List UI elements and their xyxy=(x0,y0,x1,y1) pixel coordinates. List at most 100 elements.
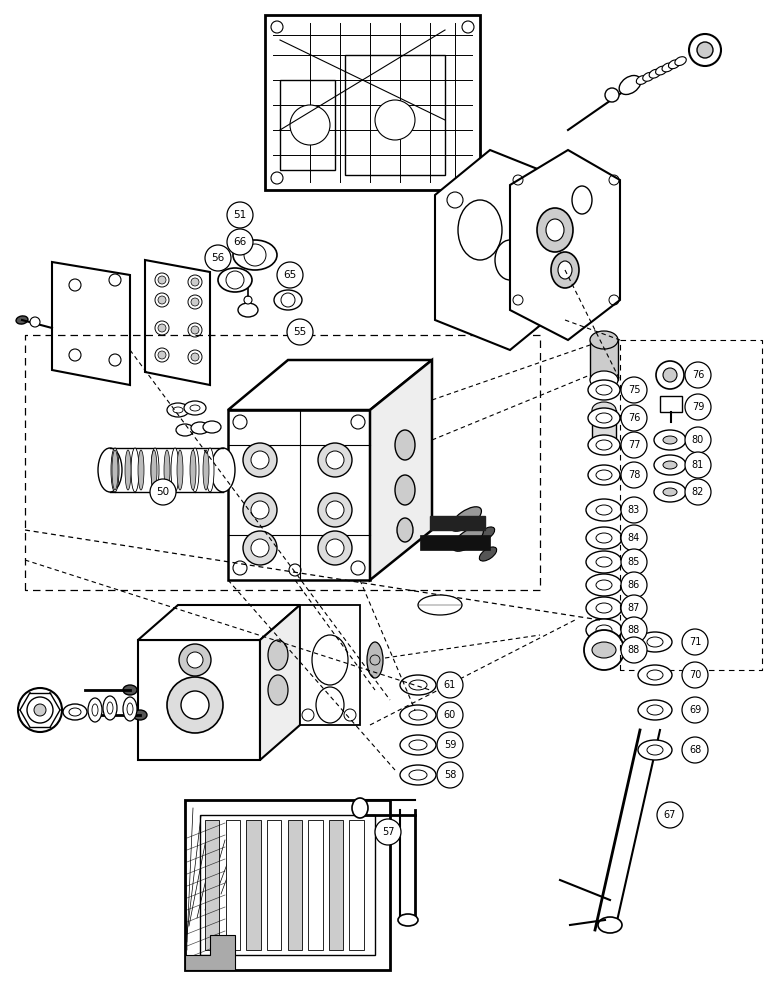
Circle shape xyxy=(243,493,277,527)
Ellipse shape xyxy=(164,450,170,490)
Ellipse shape xyxy=(400,735,436,755)
Ellipse shape xyxy=(112,450,118,490)
Circle shape xyxy=(351,561,365,575)
Bar xyxy=(592,410,616,440)
Text: 60: 60 xyxy=(444,710,456,720)
Ellipse shape xyxy=(588,408,620,428)
Ellipse shape xyxy=(367,642,383,678)
Ellipse shape xyxy=(418,595,462,615)
Circle shape xyxy=(109,274,121,286)
Circle shape xyxy=(188,295,202,309)
Text: 66: 66 xyxy=(233,237,246,247)
Ellipse shape xyxy=(598,917,622,933)
Ellipse shape xyxy=(400,765,436,785)
Text: 77: 77 xyxy=(628,440,640,450)
Ellipse shape xyxy=(596,603,612,613)
Circle shape xyxy=(226,271,244,289)
Bar xyxy=(185,800,390,970)
Bar xyxy=(267,820,281,950)
Bar xyxy=(200,815,375,955)
Ellipse shape xyxy=(655,66,667,75)
Ellipse shape xyxy=(572,186,592,214)
Circle shape xyxy=(621,405,647,431)
Circle shape xyxy=(351,415,365,429)
Circle shape xyxy=(621,462,647,488)
Ellipse shape xyxy=(400,705,436,725)
Bar xyxy=(350,820,364,950)
Ellipse shape xyxy=(546,219,564,241)
Bar xyxy=(345,55,445,175)
Ellipse shape xyxy=(409,740,427,750)
Circle shape xyxy=(158,276,166,284)
Ellipse shape xyxy=(647,745,663,755)
Circle shape xyxy=(549,299,561,311)
Ellipse shape xyxy=(103,696,117,720)
Circle shape xyxy=(271,21,283,33)
Bar xyxy=(430,516,485,530)
Ellipse shape xyxy=(171,448,179,492)
Circle shape xyxy=(155,293,169,307)
Ellipse shape xyxy=(619,75,641,95)
Ellipse shape xyxy=(167,403,189,417)
Circle shape xyxy=(318,493,352,527)
Ellipse shape xyxy=(479,547,496,561)
Circle shape xyxy=(244,244,266,266)
Ellipse shape xyxy=(409,770,427,780)
Circle shape xyxy=(462,21,474,33)
Ellipse shape xyxy=(638,740,672,760)
Circle shape xyxy=(158,296,166,304)
Ellipse shape xyxy=(233,240,277,270)
Text: 68: 68 xyxy=(689,745,701,755)
Ellipse shape xyxy=(596,533,612,543)
Bar xyxy=(287,820,302,950)
Circle shape xyxy=(621,432,647,458)
Polygon shape xyxy=(510,150,620,340)
Polygon shape xyxy=(228,410,370,580)
Ellipse shape xyxy=(190,405,200,411)
Circle shape xyxy=(290,105,330,145)
Bar xyxy=(329,820,344,950)
Ellipse shape xyxy=(638,665,672,685)
Ellipse shape xyxy=(203,450,209,490)
Bar xyxy=(246,820,261,950)
Ellipse shape xyxy=(238,303,258,317)
Bar xyxy=(205,820,219,950)
Circle shape xyxy=(447,192,463,208)
Circle shape xyxy=(233,415,247,429)
Ellipse shape xyxy=(669,60,680,69)
Bar xyxy=(590,340,618,380)
Circle shape xyxy=(657,802,683,828)
Ellipse shape xyxy=(177,450,183,490)
Ellipse shape xyxy=(586,597,622,619)
Bar xyxy=(265,15,480,190)
Ellipse shape xyxy=(596,440,612,450)
Text: 65: 65 xyxy=(283,270,296,280)
Bar xyxy=(280,80,335,170)
Polygon shape xyxy=(260,605,300,760)
Ellipse shape xyxy=(398,914,418,926)
Bar xyxy=(660,396,682,412)
Ellipse shape xyxy=(16,316,28,324)
Ellipse shape xyxy=(654,482,686,502)
Circle shape xyxy=(621,549,647,575)
Circle shape xyxy=(437,672,463,698)
Ellipse shape xyxy=(191,422,209,434)
Ellipse shape xyxy=(588,380,620,400)
Ellipse shape xyxy=(452,527,483,551)
Text: 67: 67 xyxy=(664,810,676,820)
Ellipse shape xyxy=(647,670,663,680)
Text: 81: 81 xyxy=(692,460,704,470)
Ellipse shape xyxy=(138,450,144,490)
Ellipse shape xyxy=(592,642,616,658)
Circle shape xyxy=(375,100,415,140)
Circle shape xyxy=(682,737,708,763)
Circle shape xyxy=(150,479,176,505)
Text: 85: 85 xyxy=(628,557,640,567)
Ellipse shape xyxy=(647,705,663,715)
Ellipse shape xyxy=(596,385,612,395)
Text: 58: 58 xyxy=(444,770,456,780)
Ellipse shape xyxy=(151,450,157,490)
Circle shape xyxy=(155,348,169,362)
Circle shape xyxy=(656,361,684,389)
Ellipse shape xyxy=(596,580,612,590)
